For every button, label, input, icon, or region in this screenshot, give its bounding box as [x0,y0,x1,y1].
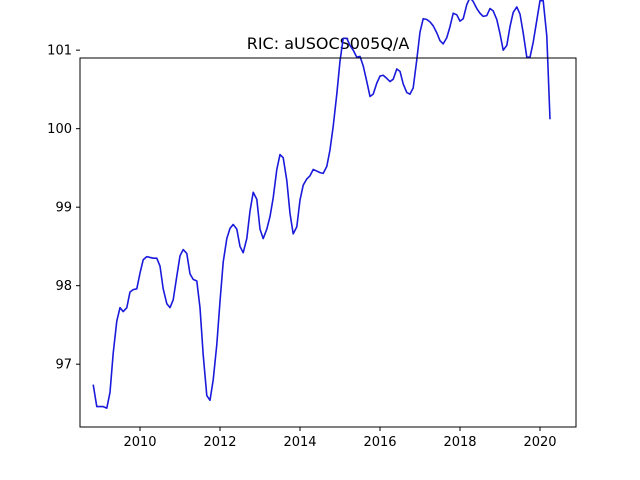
y-tick-label: 98 [55,279,72,294]
x-tick-label: 2012 [203,435,236,450]
x-tick-label: 2018 [443,435,476,450]
plot-frame [79,57,577,428]
x-tick-label: 2010 [123,435,156,450]
y-tick-label: 97 [55,358,72,373]
x-tick-label: 2014 [283,435,316,450]
x-tick-label: 2016 [363,435,396,450]
series-line-0 [92,0,551,409]
x-tick-label: 2020 [523,435,556,450]
y-tick-label: 100 [47,122,72,137]
y-tick-label: 101 [47,44,72,59]
chart-title: RIC: aUSOCS005Q/A [247,34,410,53]
y-tick-label: 99 [55,201,72,216]
